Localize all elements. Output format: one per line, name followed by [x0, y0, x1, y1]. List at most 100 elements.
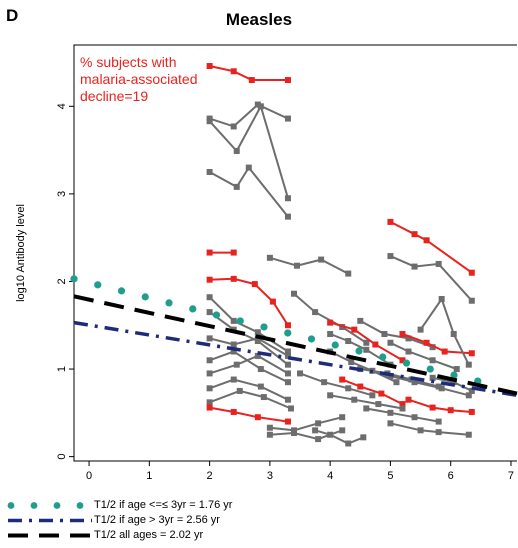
subject-point-23-3 — [393, 379, 400, 386]
subject-point-30-0 — [387, 339, 394, 346]
fit-dots-point-13 — [379, 353, 387, 361]
legend-item: T1/2 all ages = 2.02 yr — [6, 528, 306, 543]
y-tick-label: 2 — [56, 278, 68, 284]
fit-dots-point-5 — [189, 305, 197, 313]
subject-point-24-1 — [357, 383, 364, 390]
subject-point-8-1 — [411, 263, 418, 270]
subject-point-29-2 — [411, 414, 418, 421]
subject-line-28 — [360, 368, 439, 388]
subject-point-30-1 — [405, 348, 412, 355]
subject-point-33-2 — [447, 407, 454, 414]
subject-line-10 — [209, 311, 289, 366]
subject-line-13 — [209, 354, 289, 375]
subject-line-11 — [209, 337, 289, 357]
subject-point-8-0 — [387, 253, 394, 260]
subject-point-18-3 — [339, 427, 346, 434]
subject-point-4-0 — [206, 249, 213, 256]
subject-point-21-1 — [351, 326, 358, 333]
subject-point-7-2 — [423, 237, 430, 244]
subject-line-1 — [209, 103, 289, 128]
subject-point-25-0 — [327, 392, 334, 399]
subject-line-24 — [341, 378, 403, 405]
legend-label: T1/2 all ages = 2.02 yr — [94, 529, 204, 541]
subject-point-33-1 — [429, 404, 436, 411]
subject-point-11-1 — [230, 341, 237, 348]
subject-line-32 — [390, 375, 470, 397]
subject-point-0-2 — [248, 77, 255, 84]
subject-point-27-0 — [357, 317, 364, 324]
fit-dots-point-2 — [117, 287, 126, 295]
fit-dots-point-16 — [450, 371, 458, 379]
subject-point-34-2 — [435, 429, 442, 436]
subject-point-13-1 — [233, 361, 240, 368]
x-tick-label: 3 — [267, 470, 273, 482]
fit-dots-point-14 — [402, 359, 411, 367]
subject-point-26-1 — [321, 379, 328, 386]
fit-dots-point-12 — [355, 347, 363, 355]
decline-annotation-line-1: malaria-associated — [80, 71, 198, 87]
chart-title: Measles — [225, 10, 293, 29]
subject-point-25-1 — [351, 396, 358, 403]
subject-point-6-0 — [266, 254, 273, 261]
subject-point-3-1 — [233, 183, 240, 190]
subject-point-7-3 — [468, 269, 475, 276]
subject-line-27 — [359, 320, 433, 349]
x-tick-label: 5 — [387, 470, 393, 482]
subject-point-33-0 — [405, 396, 412, 403]
subject-point-20-3 — [363, 339, 370, 346]
plot-frame — [73, 44, 517, 462]
subject-point-29-0 — [363, 405, 370, 412]
subject-point-27-3 — [429, 344, 436, 351]
legend-swatch — [8, 533, 92, 538]
subject-point-14-0 — [206, 385, 213, 392]
legend-swatch-dot — [53, 502, 61, 509]
subject-point-23-1 — [348, 359, 355, 366]
subject-line-3 — [209, 165, 289, 218]
y-tick-label: 1 — [56, 366, 68, 372]
y-axis-title: log10 Antibody level — [15, 204, 27, 302]
subject-point-10-0 — [206, 309, 213, 316]
fit-line-dashed — [73, 294, 518, 396]
subject-point-20-1 — [312, 309, 319, 316]
subject-point-0-0 — [206, 63, 213, 70]
subject-point-35-3 — [465, 361, 472, 368]
subject-point-29-1 — [387, 409, 394, 416]
subject-point-29-3 — [435, 418, 442, 425]
subject-point-32-1 — [411, 379, 418, 386]
subject-point-19-0 — [312, 427, 319, 434]
subject-point-34-3 — [465, 431, 472, 438]
subject-point-27-2 — [405, 335, 412, 342]
subject-line-19 — [314, 429, 364, 445]
subject-point-32-2 — [438, 385, 445, 392]
subject-point-26-2 — [345, 385, 352, 392]
subject-point-2-1 — [233, 147, 240, 154]
x-tick-label: 2 — [207, 470, 213, 482]
subject-point-5-0 — [206, 276, 213, 283]
subject-point-36-1 — [450, 379, 457, 386]
subject-line-6 — [269, 256, 349, 275]
subject-point-19-2 — [345, 440, 352, 447]
x-tick-label: 0 — [86, 470, 92, 482]
decline-annotation: % subjects with malaria-associated decline… — [80, 54, 198, 104]
legend-swatch-dot — [7, 502, 15, 509]
subject-point-7-0 — [387, 218, 394, 225]
chart-plot: 0 1 2 3 4 5 6 7 0 1 2 3 4 log10 Antibody level % subj… — [15, 44, 518, 482]
subject-point-26-0 — [297, 370, 304, 377]
subject-point-20-0 — [290, 290, 297, 297]
subject-point-6-1 — [294, 262, 301, 269]
subject-line-0 — [209, 65, 288, 81]
subject-point-2-3 — [284, 195, 291, 202]
subject-point-36-0 — [429, 374, 436, 381]
subject-line-16 — [209, 406, 289, 423]
subject-line-25 — [330, 394, 403, 410]
subject-line-17 — [269, 416, 343, 432]
subject-point-30-3 — [453, 366, 460, 373]
x-tick-label: 6 — [448, 470, 454, 482]
subject-point-15-0 — [206, 399, 213, 406]
subject-line-33 — [408, 398, 472, 413]
subject-point-0-3 — [284, 77, 291, 84]
x-tick-label: 7 — [508, 470, 514, 482]
panel-label: D — [6, 6, 19, 25]
subject-point-14-3 — [284, 396, 291, 403]
subject-point-12-3 — [284, 379, 291, 386]
